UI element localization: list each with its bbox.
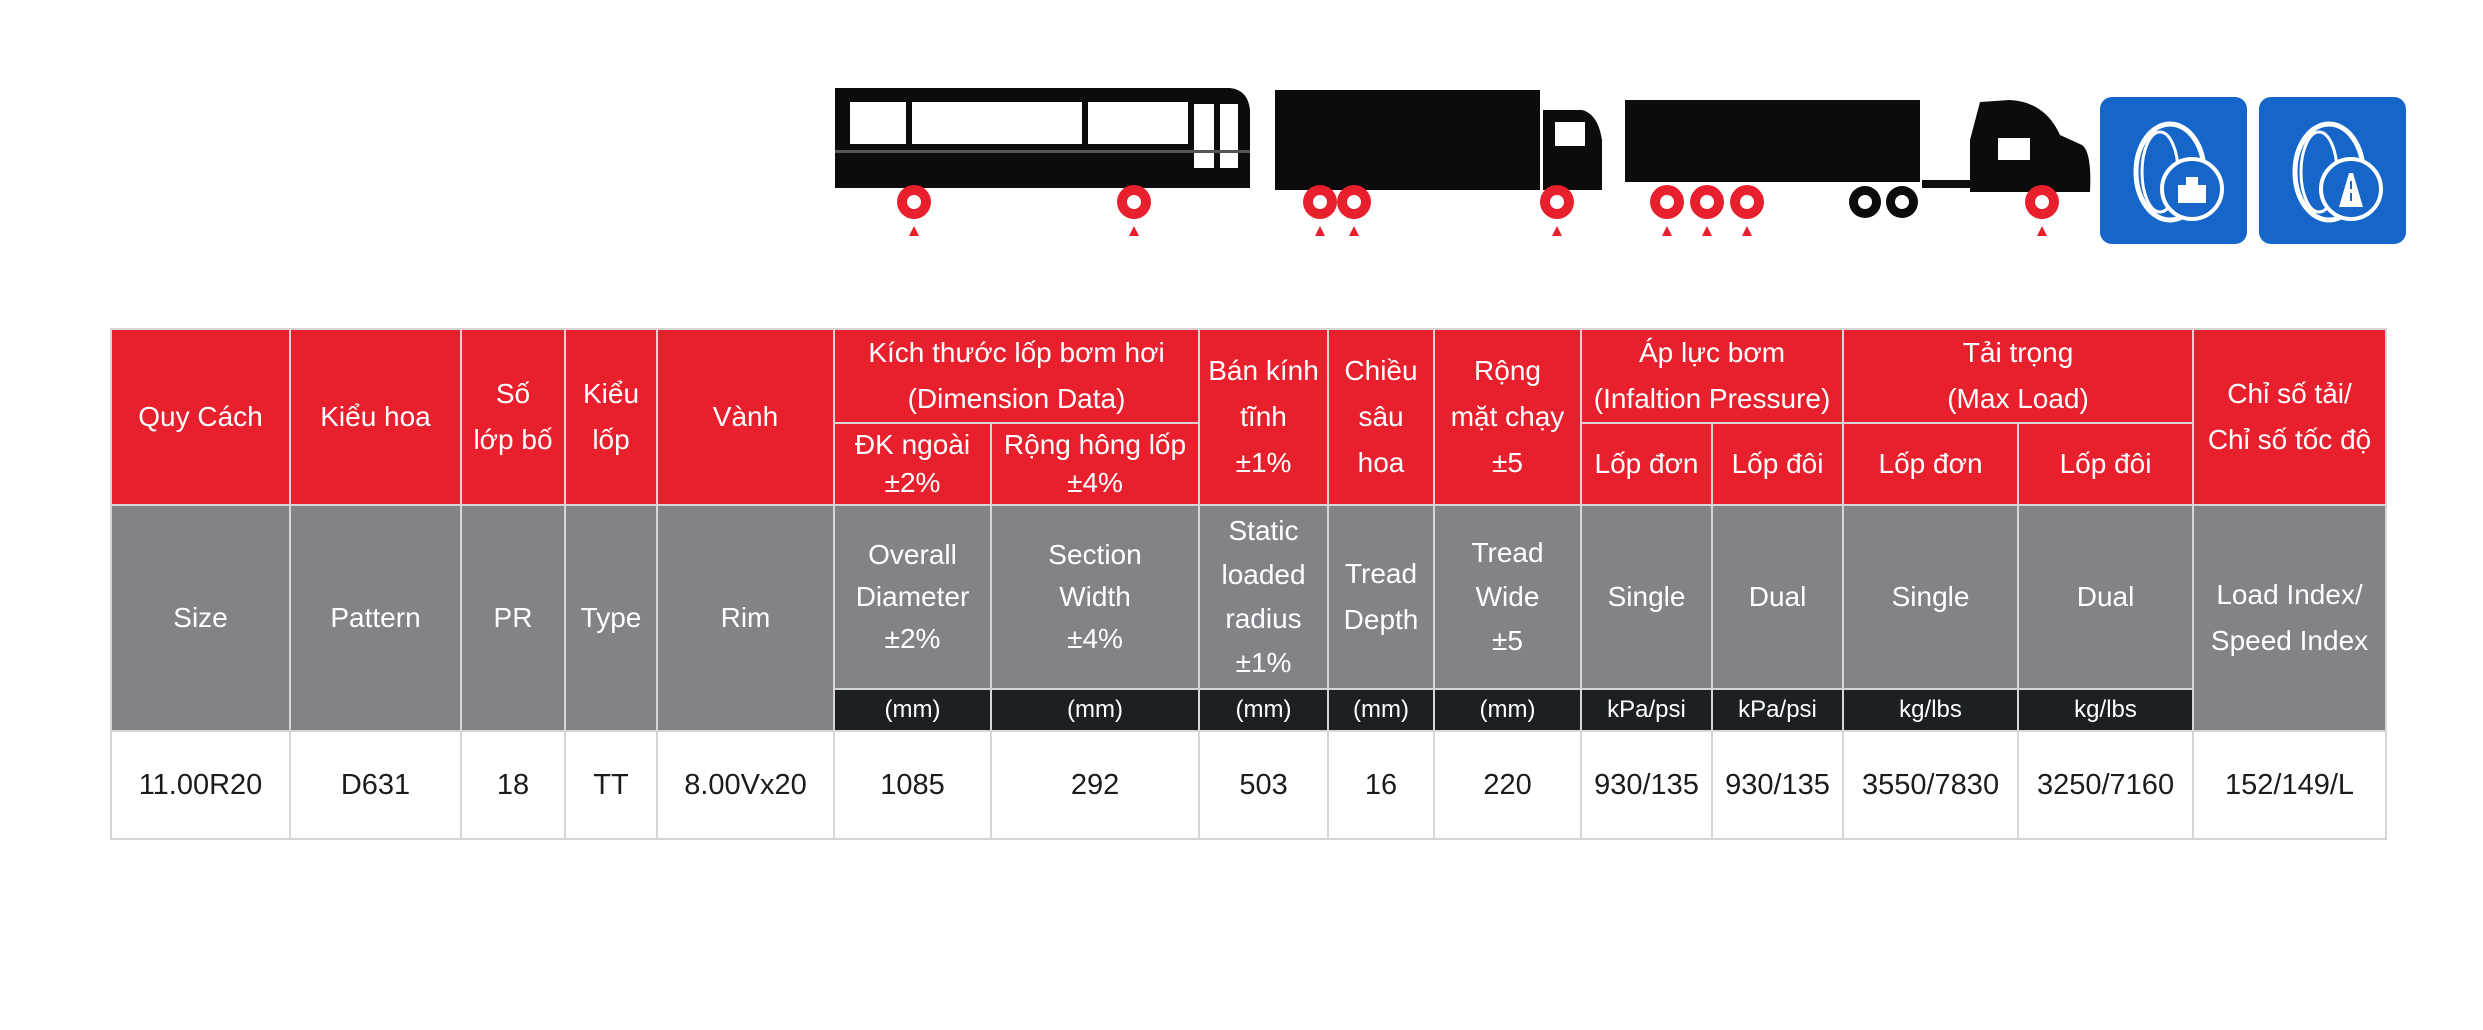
cell-index: 152/149/L [2192, 730, 2388, 840]
header-index-vn: Chỉ số tải/Chỉ số tốc độ [2192, 328, 2388, 506]
header-press-single-en: Single [1580, 504, 1714, 690]
unit-tread-width: (mm) [1433, 688, 1583, 732]
cell-rim: 8.00Vx20 [656, 730, 835, 840]
header-tread-width-vn: Rộng mặt chạy ±5 [1433, 328, 1583, 506]
header-load-vn: Tải trọng (Max Load) [1842, 328, 2195, 424]
header-dimension-vn: Kích thước lốp bơm hơi (Dimension Data) [832, 328, 1201, 424]
header-slr-vn: Bán kính tĩnh ±1% [1198, 328, 1330, 506]
tire-highway-icon [2259, 97, 2406, 244]
unit-sw: (mm) [989, 688, 1201, 732]
cell-tread-width: 220 [1433, 730, 1583, 840]
unit-press-dual: kPa/psi [1711, 688, 1845, 732]
header-rim-vn: Vành [656, 328, 835, 506]
cell-type: TT [564, 730, 658, 840]
header-depth-vn: Chiều sâu hoa [1327, 328, 1436, 506]
cell-load-dual: 3250/7160 [2017, 730, 2195, 840]
header-sw-vn: Rộng hông lốp ±4% [989, 422, 1201, 506]
unit-press-single: kPa/psi [1580, 688, 1714, 732]
unit-load-dual: kg/lbs [2017, 688, 2195, 732]
unit-od: (mm) [833, 688, 992, 732]
bus-icon [835, 88, 1250, 236]
table-row: 11.00R20 D631 18 TT 8.00Vx20 1085 292 50… [110, 730, 2388, 840]
header-size-en: Size [110, 504, 291, 732]
unit-depth: (mm) [1327, 688, 1436, 732]
header-od-vn: ĐK ngoài ±2% [833, 422, 992, 506]
header-depth-en: Tread Depth [1327, 504, 1436, 690]
header-load-single-en: Single [1842, 504, 2020, 690]
header-press-dual-vn: Lốp đôi [1711, 422, 1845, 506]
cell-load-single: 3550/7830 [1842, 730, 2020, 840]
header-pr-en: PR [460, 504, 566, 732]
cell-pr: 18 [460, 730, 566, 840]
header-load-single-vn: Lốp đơn [1842, 422, 2020, 506]
header-type-en: Type [564, 504, 658, 732]
header-pattern-en: Pattern [289, 504, 462, 732]
header-pattern-vn: Kiểu hoa [289, 328, 462, 506]
cell-depth: 16 [1327, 730, 1436, 840]
tire-spec-table: Quy Cách Kiểu hoa Số lớp bố Kiểu lốp Vành … [110, 328, 2388, 840]
header-press-dual-en: Dual [1711, 504, 1845, 690]
tire-urban-icon [2100, 97, 2247, 244]
header-tread-width-en: Tread Wide ±5 [1433, 504, 1583, 690]
header-rim-en: Rim [656, 504, 835, 732]
unit-load-single: kg/lbs [1842, 688, 2020, 732]
header-pressure-vn: Áp lực bơm (Infaltion Pressure) [1580, 328, 1845, 424]
cell-slr: 503 [1198, 730, 1330, 840]
header-index-en: Load Index/Speed Index [2192, 504, 2388, 732]
cell-press-dual: 930/135 [1711, 730, 1845, 840]
box-truck-icon [1275, 90, 1602, 236]
header-pr-vn: Số lớp bố [460, 328, 566, 506]
semi-truck-trailer-icon [1625, 100, 2091, 236]
header-size-vn: Quy Cách [110, 328, 291, 506]
header-press-single-vn: Lốp đơn [1580, 422, 1714, 506]
header-load-dual-en: Dual [2017, 504, 2195, 690]
header-type-vn: Kiểu lốp [564, 328, 658, 506]
unit-slr: (mm) [1198, 688, 1330, 732]
header-sw-en: Section Width ±4% [989, 504, 1201, 690]
header-load-dual-vn: Lốp đôi [2017, 422, 2195, 506]
vehicle-illustrations [830, 80, 2414, 250]
header-od-en: Overall Diameter ±2% [833, 504, 992, 690]
cell-sw: 292 [989, 730, 1201, 840]
cell-press-single: 930/135 [1580, 730, 1714, 840]
cell-size: 11.00R20 [110, 730, 291, 840]
cell-od: 1085 [833, 730, 992, 840]
cell-pattern: D631 [289, 730, 462, 840]
header-slr-en: Static loaded radius ±1% [1198, 504, 1330, 690]
